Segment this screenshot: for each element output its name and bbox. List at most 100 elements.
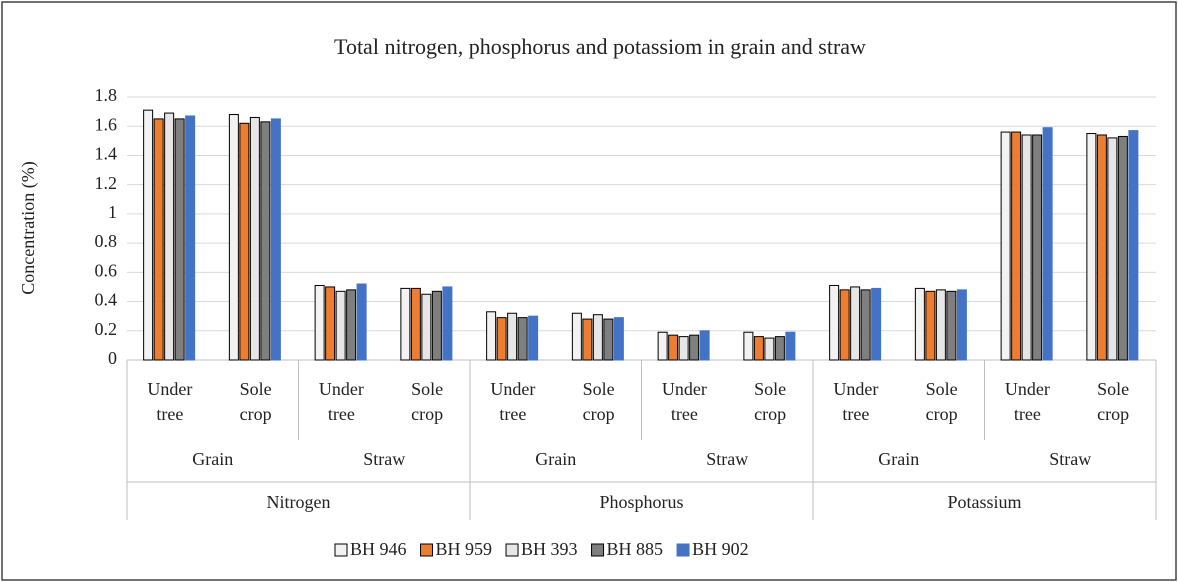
bar — [517, 317, 528, 361]
bar — [1086, 133, 1097, 361]
bar — [753, 336, 764, 361]
x-tick-label: Under tree — [318, 379, 364, 424]
bar — [764, 337, 775, 361]
group-label: Grain — [878, 449, 919, 469]
bar — [143, 109, 154, 361]
bar — [925, 290, 936, 361]
legend-swatch — [591, 543, 605, 557]
bar — [1032, 134, 1043, 361]
legend-label: BH 946 — [350, 539, 407, 559]
bar — [571, 312, 582, 361]
bar — [956, 289, 967, 361]
legend-label: BH 959 — [436, 539, 493, 559]
bar — [582, 318, 593, 361]
legend-label: BH 885 — [607, 539, 664, 559]
x-tick-label: Sole crop — [925, 379, 958, 424]
bar — [603, 318, 614, 361]
x-tick-label: Sole crop — [411, 379, 444, 424]
bar — [860, 289, 871, 361]
x-tick-label: Under tree — [147, 379, 193, 424]
y-tick-label: 0.4 — [95, 290, 118, 310]
bar — [486, 311, 497, 361]
legend-swatch — [334, 543, 348, 557]
bar — [592, 314, 603, 361]
group-label: Grain — [535, 449, 576, 469]
bar — [850, 286, 861, 361]
bar — [1096, 134, 1107, 361]
bar — [228, 114, 239, 361]
bar — [829, 284, 840, 361]
legend-swatch — [676, 543, 690, 557]
bar — [935, 289, 946, 361]
legend-swatch — [420, 543, 434, 557]
y-tick-label: 1.8 — [95, 85, 118, 105]
group-label: Straw — [363, 449, 405, 469]
bar — [774, 336, 785, 361]
bar — [239, 122, 250, 361]
bar — [410, 287, 421, 361]
bar — [613, 317, 624, 361]
bar — [442, 286, 453, 361]
group-label: Nitrogen — [267, 492, 331, 512]
x-tick-label: Under tree — [490, 379, 536, 424]
bar — [400, 287, 411, 361]
x-tick-label: Under tree — [661, 379, 707, 424]
bar — [164, 112, 175, 361]
bar — [1128, 130, 1139, 361]
bar — [689, 334, 700, 361]
bar — [249, 116, 260, 361]
x-tick-label: Under tree — [1004, 379, 1050, 424]
bar — [260, 121, 271, 361]
bar — [528, 315, 539, 361]
x-tick-label: Sole crop — [582, 379, 615, 424]
chart-title: Total nitrogen, phosphorus and potassiom… — [334, 34, 866, 59]
bar — [1021, 134, 1032, 361]
bar — [699, 330, 710, 361]
bar — [1011, 131, 1022, 361]
y-tick-label: 0.2 — [95, 319, 118, 339]
bar — [785, 331, 796, 361]
bar — [871, 287, 882, 361]
bar — [507, 312, 518, 361]
bar — [1117, 135, 1128, 361]
group-label: Straw — [706, 449, 748, 469]
bar — [421, 293, 432, 361]
x-tick-label: Sole crop — [754, 379, 787, 424]
bar — [914, 287, 925, 361]
bar — [657, 331, 668, 361]
legend-label: BH 902 — [692, 539, 749, 559]
bar — [946, 290, 957, 361]
bar — [1042, 127, 1053, 361]
y-tick-label: 1.2 — [95, 173, 118, 193]
bar — [174, 118, 185, 361]
y-tick-label: 1.4 — [95, 144, 118, 164]
legend-label: BH 393 — [521, 539, 578, 559]
bar — [839, 289, 850, 361]
y-tick-label: 0.6 — [95, 260, 118, 280]
x-tick-label: Sole crop — [239, 379, 272, 424]
bar — [431, 290, 442, 361]
group-label: Potassium — [947, 492, 1021, 512]
y-tick-label: 0 — [108, 348, 117, 368]
x-tick-label: Sole crop — [1097, 379, 1130, 424]
bar — [678, 336, 689, 361]
bar — [1000, 131, 1011, 361]
y-axis-label: Concentration (%) — [18, 161, 39, 294]
x-tick-label: Under tree — [833, 379, 879, 424]
group-label: Phosphorus — [599, 492, 683, 512]
bar — [270, 118, 281, 361]
group-label: Grain — [192, 449, 233, 469]
bar — [743, 331, 754, 361]
y-tick-label: 1.6 — [95, 114, 118, 134]
y-tick-label: 1 — [108, 202, 117, 222]
bar — [335, 290, 346, 361]
y-tick-label: 0.8 — [95, 231, 118, 251]
bar — [314, 284, 325, 361]
bar — [668, 334, 679, 361]
bar — [346, 289, 357, 361]
bar — [356, 283, 367, 361]
bar — [185, 115, 196, 361]
